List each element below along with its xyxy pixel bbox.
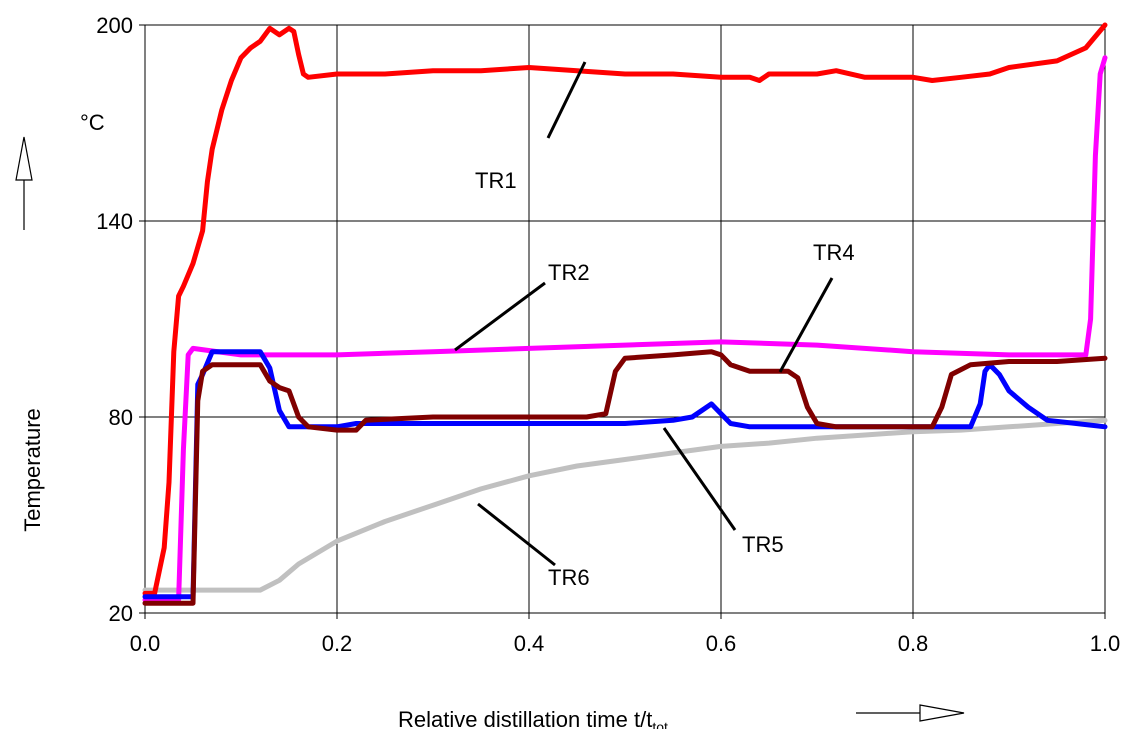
series-line-tr2	[142, 55, 1108, 603]
series-label-tr1: TR1	[475, 168, 517, 193]
series-line-tr6	[142, 417, 1108, 593]
x-tick-label: 0.4	[514, 631, 545, 656]
y-axis-unit: °C	[80, 110, 105, 135]
x-tick-label: 0.6	[706, 631, 737, 656]
series-lines	[142, 22, 1108, 606]
y-tick-label: 20	[109, 601, 133, 626]
leader-line-tr1	[546, 61, 587, 139]
x-tick-label: 0.0	[130, 631, 161, 656]
grid	[139, 24, 1106, 619]
x-axis-label-subscript: tot	[652, 719, 668, 729]
series-line-tr4	[142, 349, 1108, 606]
series-label-tr6: TR6	[548, 565, 590, 590]
leader-line-tr5	[662, 427, 737, 531]
y-axis-label: Temperature	[20, 408, 45, 532]
y-axis-arrow-icon	[15, 136, 33, 230]
leader-line-tr4	[778, 277, 834, 373]
tick-labels: 0.0 0.2 0.4 0.6 0.8 1.0 20 80 140 200	[96, 13, 1120, 656]
y-tick-label: 80	[109, 405, 133, 430]
x-tick-label: 1.0	[1090, 631, 1121, 656]
x-tick-label: 0.8	[898, 631, 929, 656]
y-tick-label: 140	[96, 209, 133, 234]
x-axis-label-main: Relative distillation time t/t	[398, 707, 652, 729]
series-label-tr5: TR5	[742, 532, 784, 557]
x-tick-label: 0.2	[322, 631, 353, 656]
x-axis-arrow-icon	[856, 704, 965, 722]
x-axis-label: Relative distillation time t/ttot	[398, 707, 668, 729]
leader-line-tr2	[454, 281, 546, 352]
series-line-tr5	[142, 349, 1108, 600]
series-label-tr2: TR2	[548, 260, 590, 285]
series-label-tr4: TR4	[813, 240, 855, 265]
series-line-tr1	[142, 22, 1108, 596]
series-annotations: TR1 TR2 TR4 TR5 TR6	[454, 61, 855, 590]
leader-line-tr6	[477, 502, 556, 567]
y-tick-label: 200	[96, 13, 133, 38]
